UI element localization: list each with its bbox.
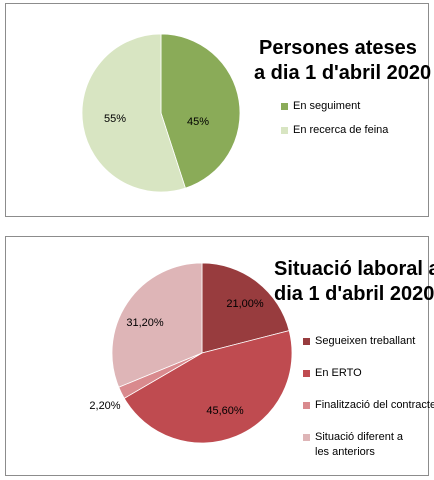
legend-item-situacio-diferent: Situació diferent a les anteriors	[303, 430, 418, 460]
chart-title: Persones ateses a dia 1 d'abril 2020	[254, 36, 432, 86]
legend-swatch	[303, 338, 310, 345]
legend-item-segueixen-treballant: Segueixen treballant	[303, 334, 415, 349]
legend-item-en-recerca-de-feina: En recerca de feina	[281, 123, 388, 138]
pie-slice	[111, 262, 203, 388]
legend-label: Finalització del contracte	[315, 399, 434, 411]
data-label: 21,00%	[226, 298, 264, 310]
chart-title-line-1: Situació laboral a	[274, 258, 434, 280]
data-label: 45%	[187, 116, 209, 128]
data-label: 2,20%	[89, 400, 120, 412]
data-label: 31,20%	[126, 317, 164, 329]
chart-panel-persones-ateses: 45% 55% Persones ateses a dia 1 d'abril 2…	[5, 3, 432, 217]
legend-swatch	[303, 434, 310, 441]
pie-slice	[81, 33, 186, 193]
chart-title: Situació laboral a dia 1 d'abril 2020	[274, 257, 434, 307]
legend-swatch	[281, 103, 288, 110]
legend-item-en-seguiment: En seguiment	[281, 99, 360, 114]
legend-swatch	[303, 402, 310, 409]
data-label: 55%	[104, 113, 126, 125]
pie-slice	[123, 330, 293, 444]
legend-item-en-erto: En ERTO	[303, 366, 362, 381]
chart-title-line-2: a dia 1 d'abril 2020	[254, 62, 432, 84]
pie-slice	[160, 33, 241, 189]
legend-label: En ERTO	[315, 367, 362, 379]
legend-label: En seguiment	[293, 100, 361, 112]
chart-panel-situacio-laboral: 21,00% 45,60% 2,20% 31,20% Situació laboral…	[5, 236, 434, 476]
legend-label: En recerca de feina	[293, 124, 389, 136]
legend-label: Segueixen treballant	[315, 335, 416, 347]
chart-title-line-1: Persones ateses	[259, 37, 417, 59]
data-label: 45,60%	[206, 405, 244, 417]
legend-item-finalitzacio-del-contracte: Finalització del contracte	[303, 398, 434, 413]
pie-chart-persones-ateses: 45% 55%	[81, 33, 241, 193]
pie-chart-situacio-laboral: 21,00% 45,60% 2,20% 31,20%	[89, 262, 293, 444]
legend-swatch	[303, 370, 310, 377]
legend-swatch	[281, 127, 288, 134]
legend-label: Situació diferent a les anteriors	[315, 431, 404, 458]
chart-title-line-2: dia 1 d'abril 2020	[274, 283, 434, 305]
pie-slice	[201, 262, 290, 354]
